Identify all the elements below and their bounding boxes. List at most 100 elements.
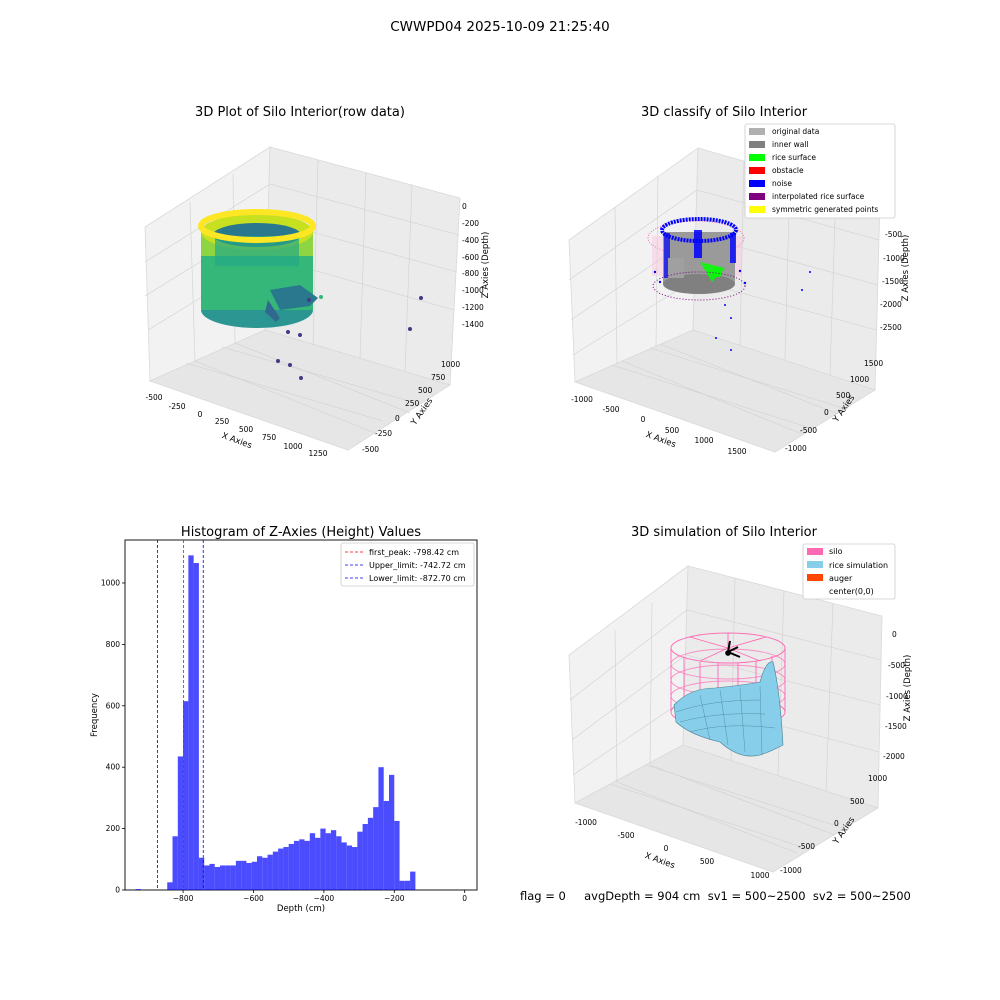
sim-y-tick-labels: -1000 -500 0 500 1000 <box>780 774 887 875</box>
classify-panel-title: 3D classify of Silo Interior <box>641 105 808 120</box>
classify-x-tick: -500 <box>602 405 619 414</box>
histogram-bar <box>225 865 231 890</box>
histogram-bar <box>267 854 273 890</box>
histogram-bar <box>315 837 321 890</box>
classify-x-tick-labels: -1000 -500 0 500 1000 1500 <box>571 395 747 456</box>
legend-label: rice simulation <box>829 561 888 570</box>
histogram-bar <box>246 862 252 890</box>
sim-z-axis-label: Z Axies (Depth) <box>903 655 913 722</box>
raw-x-axis-label: X Axies <box>220 431 253 451</box>
histogram-reference-lines <box>157 540 204 890</box>
raw-y-tick: 1000 <box>441 360 460 369</box>
histogram-bar <box>383 800 389 890</box>
classify-x-tick: 1500 <box>727 447 746 456</box>
histogram-bar <box>288 843 294 890</box>
legend-label: center(0,0) <box>829 587 874 596</box>
histogram-bar <box>410 871 416 890</box>
histogram-bar <box>193 563 199 890</box>
legend-label: Upper_limit: -742.72 cm <box>369 561 466 570</box>
histogram-bar <box>299 839 305 890</box>
classify-y-tick: 1000 <box>850 375 869 384</box>
sim-y-tick: -1000 <box>780 866 802 875</box>
legend-swatch-noise <box>749 180 765 187</box>
sim-z-tick: -500 <box>888 661 905 670</box>
sim-x-tick: 1000 <box>750 871 769 880</box>
histogram-legend: first_peak: -798.42 cm Upper_limit: -742… <box>340 542 475 587</box>
raw-z-tick: -1400 <box>462 320 484 329</box>
sim-x-tick: 500 <box>700 857 715 866</box>
histogram-bar <box>257 856 263 890</box>
simulation-panel-title: 3D simulation of Silo Interior <box>631 525 818 540</box>
legend-swatch-auger <box>807 574 823 581</box>
classify-y-tick: 1500 <box>864 359 883 368</box>
raw-x-tick: 0 <box>198 410 203 419</box>
raw-x-tick: 500 <box>239 425 254 434</box>
sim-z-tick: -2000 <box>883 752 905 761</box>
classify-z-tick: -1500 <box>882 277 904 286</box>
classify-x-tick: 500 <box>665 426 680 435</box>
classify-x-tick: 1000 <box>694 436 713 445</box>
histogram-bar <box>283 847 289 890</box>
raw-x-tick: -500 <box>145 393 162 402</box>
sim-x-tick: -500 <box>617 831 634 840</box>
histogram-bar <box>272 851 279 890</box>
histogram-bar <box>357 831 363 890</box>
histogram-y-tick-label: 400 <box>106 763 121 772</box>
raw-x-tick: 1000 <box>283 442 302 451</box>
figure-suptitle: CWWPD04 2025-10-09 21:25:40 <box>390 19 610 35</box>
sim-z-tick: 0 <box>892 630 897 639</box>
classify-noise-points <box>653 269 811 351</box>
sim-x-axis-label: X Axies <box>643 851 676 871</box>
legend-swatch-symmetric <box>749 206 765 213</box>
histogram-bar <box>198 857 205 890</box>
classify-z-tick: -2500 <box>880 323 902 332</box>
raw-y-tick: 500 <box>418 386 433 395</box>
histogram-bar <box>235 860 242 890</box>
classify-z-tick: -1000 <box>883 254 905 263</box>
histogram-bar <box>188 555 194 890</box>
legend-swatch-inner-wall <box>749 141 765 148</box>
raw-y-tick: 0 <box>395 414 400 423</box>
classify-y-tick: 0 <box>824 408 829 417</box>
histogram-bar <box>309 833 316 890</box>
raw-z-tick: 0 <box>462 202 467 211</box>
legend-label: rice surface <box>772 153 816 162</box>
histogram-bar <box>214 866 221 890</box>
histogram-bar <box>220 865 226 890</box>
histogram-bar <box>336 836 342 890</box>
classify-z-tick: -2000 <box>880 300 902 309</box>
histogram-y-tick-label: 200 <box>106 824 121 833</box>
histogram-x-ticks: −800 −600 −400 −200 0 <box>173 890 467 903</box>
raw-3d-panel: 3D Plot of Silo Interior(row data) <box>144 105 491 458</box>
sim-legend: silo rice simulation auger center(0,0) <box>802 543 896 600</box>
legend-label: symmetric generated points <box>772 205 878 214</box>
histogram-bar <box>177 756 184 890</box>
histogram-bar <box>346 845 353 890</box>
classify-z-tick-labels: -500 -1000 -1500 -2000 -2500 <box>880 230 905 332</box>
histogram-bar <box>373 807 379 890</box>
sim-y-tick: 500 <box>850 797 865 806</box>
legend-label: Lower_limit: -872.70 cm <box>369 574 466 583</box>
histogram-x-tick-label: 0 <box>462 894 467 903</box>
histogram-y-tick-label: 600 <box>106 701 121 710</box>
sim-auger <box>725 640 741 658</box>
status-line: flag = 0 avgDepth = 904 cm sv1 = 500~250… <box>520 889 911 903</box>
sim-z-tick: -1500 <box>885 722 907 731</box>
histogram-bar <box>399 880 405 890</box>
histogram-bar <box>325 833 331 890</box>
legend-label: interpolated rice surface <box>772 192 865 201</box>
histogram-bar <box>135 889 141 890</box>
histogram-y-axis-label: Frequency <box>90 693 100 737</box>
histogram-y-tick-label: 1000 <box>101 578 120 587</box>
legend-label: noise <box>772 179 792 188</box>
histogram-y-tick-label: 0 <box>115 886 120 895</box>
histogram-title: Histogram of Z-Axies (Height) Values <box>181 525 421 540</box>
histogram-bar <box>241 860 247 890</box>
histogram-bar <box>167 882 173 890</box>
legend-swatch-center <box>807 587 823 594</box>
classify-y-tick: 500 <box>836 391 851 400</box>
histogram-bar <box>320 828 326 890</box>
raw-z-tick: -600 <box>462 253 479 262</box>
histogram-bar <box>330 830 337 890</box>
classify-legend: original data inner wall rice surface ob… <box>744 123 896 219</box>
